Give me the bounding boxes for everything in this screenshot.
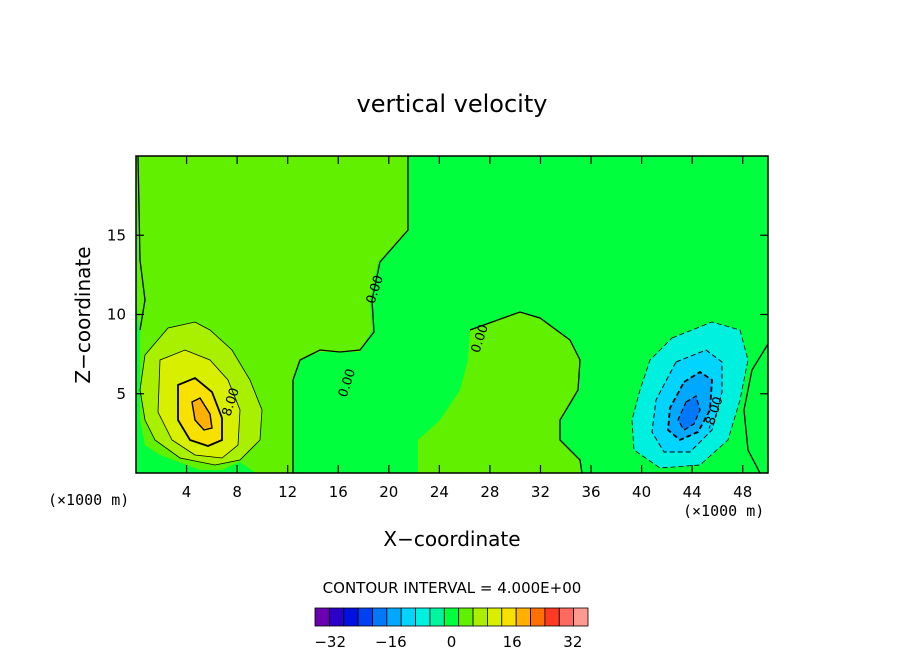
plot-area: 0.000.000.008.00 -8.00: [135, 155, 769, 474]
colorbar-swatch: [372, 607, 388, 627]
colorbar-swatch: [544, 607, 560, 627]
x-tick-label: 20: [379, 483, 398, 501]
colorbar-swatch: [573, 607, 589, 627]
contour-interval-text: CONTOUR INTERVAL = 4.000E+00: [323, 579, 582, 597]
colorbar-tick-label: −16: [375, 633, 407, 651]
y-tick-label: 5: [116, 385, 126, 403]
chart-title: vertical velocity: [357, 90, 548, 118]
x-tick-label: 32: [531, 483, 550, 501]
contour-zero-east-edge: [743, 343, 769, 474]
contour-downdraft-core: [677, 395, 701, 431]
x-tick-label: 36: [581, 483, 600, 501]
colorbar-swatch: [429, 607, 445, 627]
contour-updraft-core: [191, 397, 213, 431]
colorbar-swatch: [501, 607, 517, 627]
x-tick-label: 4: [182, 483, 192, 501]
y-tick-label: 10: [107, 306, 126, 324]
colorbar-swatch: [386, 607, 402, 627]
colorbar-swatch: [530, 607, 546, 627]
colorbar-tick-label: 16: [503, 633, 522, 651]
contour-updraft-8: [177, 376, 223, 447]
colorbar-swatch: [357, 607, 373, 627]
x-tick-label: 44: [683, 483, 702, 501]
contour-downdraft-mid: [651, 349, 723, 453]
colorbar-swatch: [472, 607, 488, 627]
x-unit-left: (×1000 m): [48, 491, 129, 509]
colorbar-swatch: [558, 607, 575, 627]
x-tick-label: 16: [329, 483, 348, 501]
x-tick-label: 48: [733, 483, 752, 501]
colorbar-swatch: [343, 607, 359, 627]
contour-updraft-mid: [157, 349, 241, 459]
colorbar-swatch: [314, 607, 330, 627]
contour-zero-middle: [469, 311, 583, 474]
x-tick-label: 28: [480, 483, 499, 501]
x-axis-label: X−coordinate: [383, 527, 520, 551]
colorbar-swatch: [515, 607, 531, 627]
colorbar-swatch: [415, 607, 431, 627]
x-tick-label: 12: [278, 483, 297, 501]
colorbar-swatch: [458, 607, 474, 627]
colorbar-tick-label: 32: [563, 633, 582, 651]
contour-updraft-outer: [139, 321, 263, 466]
y-tick-label: 15: [107, 226, 126, 244]
colorbar-swatch: [400, 607, 416, 627]
contour-zero-main: [292, 156, 409, 473]
x-tick-label: 8: [232, 483, 242, 501]
y-axis-label: Z−coordinate: [71, 246, 95, 383]
shade-region-downdraft-core: [678, 396, 700, 430]
x-tick-label: 24: [430, 483, 449, 501]
shade-region-middle: [418, 312, 580, 473]
colorbar-swatch: [487, 607, 503, 627]
contour-downdraft-8: [667, 370, 713, 442]
x-tick-label: 40: [632, 483, 651, 501]
colorbar-swatch: [443, 607, 460, 627]
colorbar-tick-label: 0: [447, 633, 457, 651]
contour-downdraft-outer: [631, 321, 749, 469]
colorbar-swatch: [328, 607, 345, 627]
colorbar-tick-label: −32: [314, 633, 346, 651]
x-unit-right: (×1000 m): [683, 502, 764, 520]
colorbar: −32 −16 0 16 32: [314, 607, 589, 651]
